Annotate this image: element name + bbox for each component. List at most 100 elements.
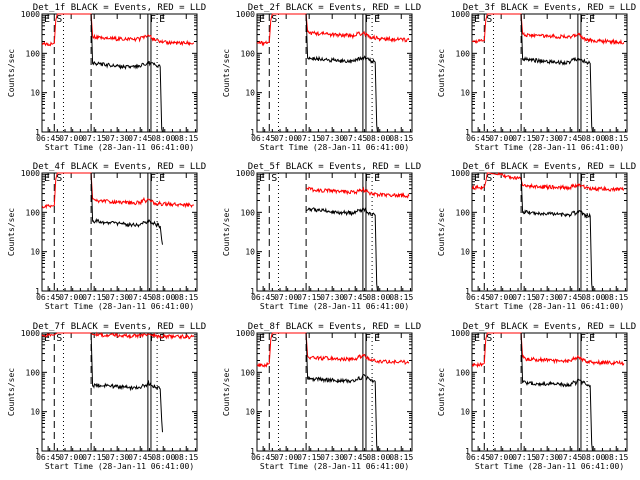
subplot-title: Det_2f BLACK = Events, RED = LLD bbox=[248, 3, 421, 13]
y-tick-label: 10 bbox=[30, 89, 40, 98]
x-tick-label: 06:45 bbox=[251, 293, 275, 302]
x-tick-label: 08:00 bbox=[366, 134, 390, 143]
marker-label: E bbox=[259, 333, 265, 344]
x-tick-label: 08:15 bbox=[389, 293, 413, 302]
y-tick-label: 1000 bbox=[21, 169, 40, 178]
lld-series-line bbox=[256, 13, 410, 47]
marker-label: F bbox=[150, 14, 156, 25]
y-tick-label: 1000 bbox=[21, 10, 40, 19]
marker-label: F bbox=[365, 333, 371, 344]
x-tick-label: 07:45 bbox=[128, 134, 152, 143]
x-tick-label: 07:15 bbox=[512, 453, 536, 462]
x-tick-label: 07:45 bbox=[128, 453, 152, 462]
x-tick-label: 07:00 bbox=[59, 293, 83, 302]
axes-frame bbox=[471, 13, 628, 133]
x-axis-label: Start Time (28-Jan-11 06:41:00) bbox=[45, 462, 194, 471]
x-tick-label: 07:15 bbox=[297, 453, 321, 462]
y-axis-label: Counts/sec bbox=[7, 49, 16, 97]
lld-series-line bbox=[41, 172, 195, 210]
marker-label: S bbox=[271, 14, 277, 25]
x-tick-label: 07:00 bbox=[274, 453, 298, 462]
marker-label: S bbox=[486, 173, 492, 184]
x-tick-label: 07:00 bbox=[489, 293, 513, 302]
subplot-title: Det_3f BLACK = Events, RED = LLD bbox=[463, 3, 636, 13]
subplot-2: Det_2f BLACK = Events, RED = LLD 1 10 100 10… bbox=[222, 3, 421, 152]
x-tick-label: 07:15 bbox=[82, 134, 106, 143]
events-series-line bbox=[520, 332, 593, 452]
axes-frame bbox=[41, 172, 198, 292]
events-series-line bbox=[90, 332, 163, 433]
subplot-title: Det_5f BLACK = Events, RED = LLD bbox=[248, 162, 421, 172]
x-tick-label: 06:45 bbox=[466, 453, 490, 462]
x-tick-label: 08:00 bbox=[151, 134, 175, 143]
lld-series-line bbox=[471, 13, 625, 45]
x-tick-label: 07:15 bbox=[512, 293, 536, 302]
y-axis-label: Counts/sec bbox=[222, 208, 231, 256]
x-tick-label: 07:00 bbox=[489, 134, 513, 143]
y-tick-label: 100 bbox=[241, 208, 256, 217]
x-tick-label: 07:30 bbox=[320, 453, 344, 462]
x-tick-label: 08:00 bbox=[366, 453, 390, 462]
marker-label: S bbox=[56, 14, 62, 25]
marker-label: F bbox=[150, 333, 156, 344]
marker-label: S bbox=[56, 173, 62, 184]
x-axis-label: Start Time (28-Jan-11 06:41:00) bbox=[45, 302, 194, 311]
x-tick-label: 08:15 bbox=[174, 134, 198, 143]
y-tick-label: 100 bbox=[26, 49, 41, 58]
x-tick-label: 07:30 bbox=[535, 134, 559, 143]
x-tick-label: 07:30 bbox=[535, 293, 559, 302]
marker-label: S bbox=[486, 14, 492, 25]
x-tick-label: 08:15 bbox=[174, 453, 198, 462]
subplot-title: Det_6f BLACK = Events, RED = LLD bbox=[463, 162, 636, 172]
subplot-title: Det_8f BLACK = Events, RED = LLD bbox=[248, 322, 421, 332]
y-tick-label: 1 bbox=[465, 447, 470, 456]
x-tick-label: 07:30 bbox=[105, 453, 129, 462]
axes-frame bbox=[471, 332, 628, 452]
x-tick-label: 06:45 bbox=[251, 453, 275, 462]
subplot-8: Det_8f BLACK = Events, RED = LLD 1 10 100 10… bbox=[222, 322, 421, 471]
marker-label: E bbox=[374, 333, 380, 344]
y-tick-label: 100 bbox=[456, 49, 471, 58]
y-tick-label: 1000 bbox=[236, 169, 255, 178]
x-tick-label: 07:15 bbox=[297, 134, 321, 143]
marker-label: E bbox=[44, 14, 50, 25]
y-tick-label: 100 bbox=[26, 208, 41, 217]
x-tick-label: 07:00 bbox=[274, 134, 298, 143]
x-axis-label: Start Time (28-Jan-11 06:41:00) bbox=[475, 462, 624, 471]
marker-label: F bbox=[150, 173, 156, 184]
y-axis-label: Counts/sec bbox=[7, 208, 16, 256]
x-tick-label: 06:45 bbox=[36, 134, 60, 143]
y-tick-label: 1 bbox=[250, 128, 255, 137]
x-tick-label: 07:30 bbox=[105, 293, 129, 302]
x-tick-label: 07:45 bbox=[558, 453, 582, 462]
x-tick-label: 06:45 bbox=[36, 293, 60, 302]
y-tick-label: 100 bbox=[241, 49, 256, 58]
y-tick-label: 1000 bbox=[451, 169, 470, 178]
marker-label: S bbox=[486, 333, 492, 344]
subplot-title: Det_1f BLACK = Events, RED = LLD bbox=[33, 3, 206, 13]
subplot-9: Det_9f BLACK = Events, RED = LLD 1 10 100 10… bbox=[437, 322, 636, 471]
y-axis-label: Counts/sec bbox=[437, 49, 446, 97]
y-tick-label: 1000 bbox=[21, 329, 40, 338]
marker-label: F bbox=[365, 173, 371, 184]
subplot-6: Det_6f BLACK = Events, RED = LLD 1 10 100 10… bbox=[437, 162, 636, 311]
y-tick-label: 100 bbox=[26, 368, 41, 377]
x-tick-label: 07:15 bbox=[82, 293, 106, 302]
x-axis-label: Start Time (28-Jan-11 06:41:00) bbox=[260, 462, 409, 471]
marker-label: F bbox=[580, 173, 586, 184]
lld-series-line bbox=[41, 13, 195, 47]
events-series-line bbox=[520, 172, 593, 292]
x-tick-label: 08:15 bbox=[604, 293, 628, 302]
y-axis-label: Counts/sec bbox=[437, 368, 446, 416]
lld-series-line bbox=[256, 332, 410, 368]
x-tick-label: 06:45 bbox=[251, 134, 275, 143]
lld-series-line bbox=[41, 331, 195, 340]
marker-label: E bbox=[474, 333, 480, 344]
y-tick-label: 1000 bbox=[451, 10, 470, 19]
x-tick-label: 07:45 bbox=[343, 134, 367, 143]
subplot-5: Det_5f BLACK = Events, RED = LLD 1 10 100 10… bbox=[222, 162, 421, 311]
y-axis-label: Counts/sec bbox=[222, 49, 231, 97]
marker-label: E bbox=[259, 14, 265, 25]
subplot-title: Det_4f BLACK = Events, RED = LLD bbox=[33, 162, 206, 172]
